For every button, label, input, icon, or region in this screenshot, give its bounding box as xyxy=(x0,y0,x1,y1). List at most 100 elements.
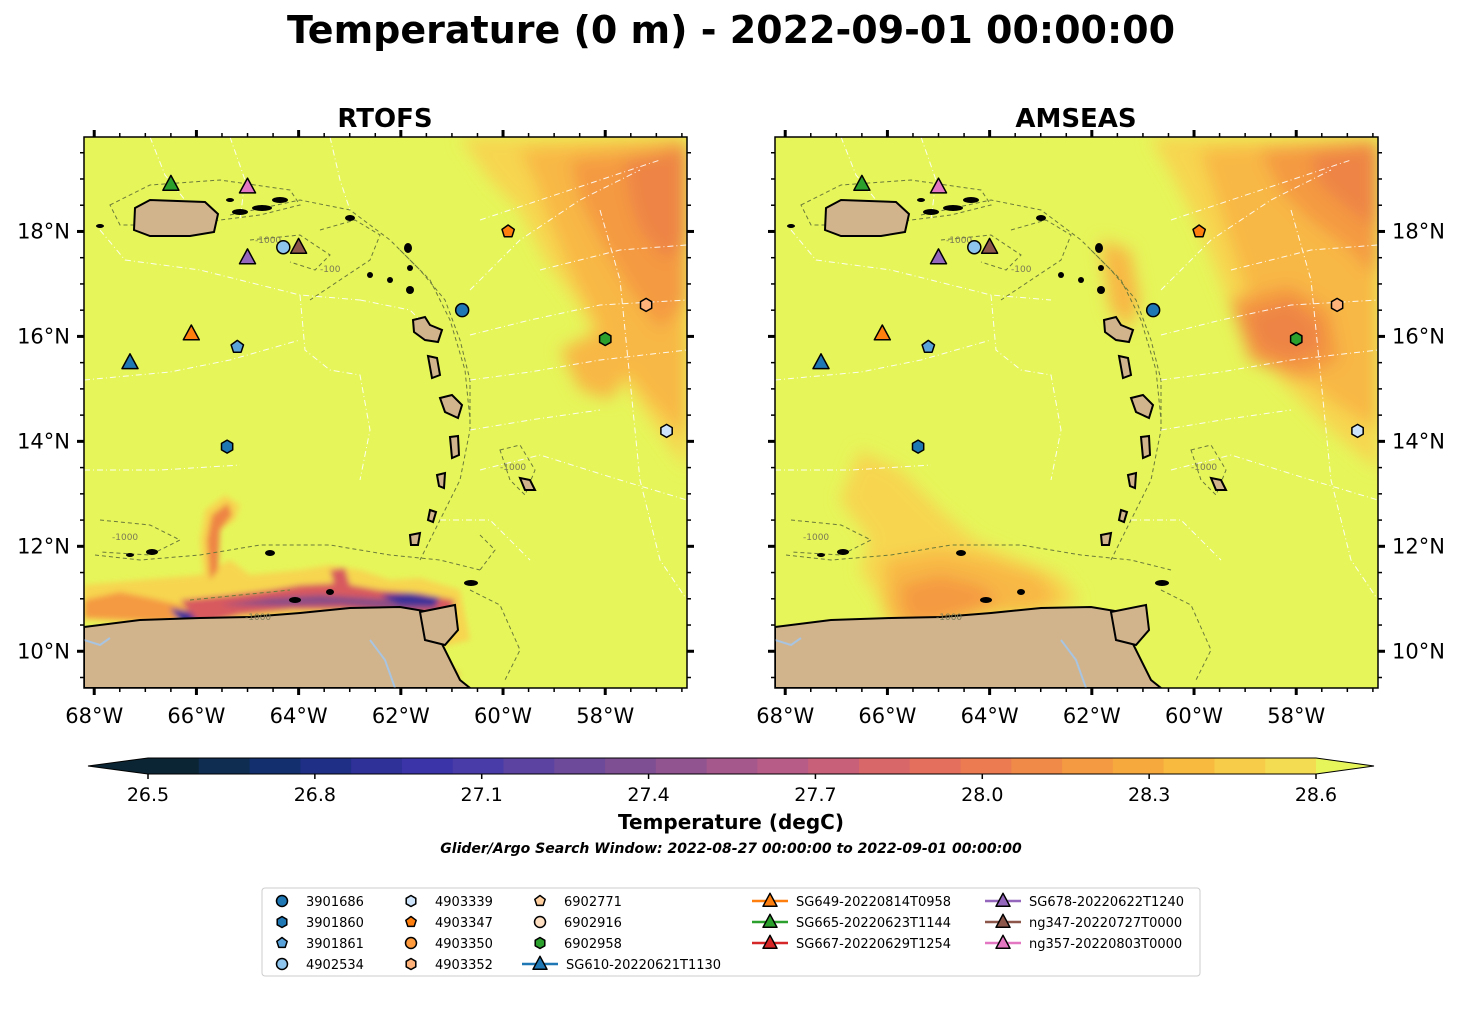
y-tick-label: 14°N xyxy=(1392,429,1445,453)
x-tick-label: 68°W xyxy=(756,704,814,728)
legend-item: 4903352 xyxy=(405,957,493,973)
colorbar-segment xyxy=(808,758,860,774)
legend-marker-4903339 xyxy=(405,894,417,908)
x-tick-label: 68°W xyxy=(65,704,123,728)
y-tick-label: 14°N xyxy=(17,429,70,453)
contour-label: -1000 xyxy=(803,533,829,543)
search-window-note: Glider/Argo Search Window: 2022-08-27 00… xyxy=(440,841,1022,857)
lakes-rivers xyxy=(775,637,1087,688)
colorbar-tick-label: 27.1 xyxy=(461,784,503,806)
contour-label: -1000 xyxy=(500,463,526,473)
contour-label: -100 xyxy=(1011,265,1032,275)
colorbar-segment xyxy=(858,758,911,774)
legend-label: 6902916 xyxy=(564,916,622,931)
observation-marker-ng357-20220803T0000 xyxy=(929,177,948,194)
x-tick-label: 64°W xyxy=(270,704,328,728)
legend-label: 4903350 xyxy=(435,937,493,952)
observation-marker-SG610-20220621T1130 xyxy=(812,353,830,370)
legend-item: 4902534 xyxy=(275,957,364,973)
observation-marker-6902958 xyxy=(1289,331,1303,347)
colorbar-segment xyxy=(605,758,657,774)
legend-item: 3901861 xyxy=(276,936,364,952)
colorbar-segment xyxy=(148,758,200,774)
eez-boundaries xyxy=(775,137,1378,601)
map-panel-rtofs: -1000 -100 -1000 -1000 -1000 68°W 66°W 64°… xyxy=(17,130,694,728)
colorbar-tick-label: 27.4 xyxy=(627,784,669,806)
legend-label: SG649-20220814T0958 xyxy=(796,895,951,910)
observation-markers-rtofs xyxy=(121,174,673,454)
observation-marker-4903352 xyxy=(1330,297,1344,313)
contour-label: -1000 xyxy=(946,236,972,246)
observation-marker-SG649-20220814T0958 xyxy=(182,324,201,341)
colorbar-segment xyxy=(1265,758,1317,774)
observation-marker-4902534 xyxy=(276,239,291,255)
legend-marker-6902916 xyxy=(533,915,547,929)
observation-markers-amseas xyxy=(812,174,1364,454)
legend-marker-6902958 xyxy=(534,936,546,950)
legend-item: 4903347 xyxy=(405,915,493,931)
legend-item: 4903350 xyxy=(404,936,493,952)
colorbar-segment xyxy=(452,758,505,774)
legend-label: 3901861 xyxy=(306,937,364,952)
colorbar-tick-label: 26.8 xyxy=(294,784,336,806)
legend-label: SG665-20220623T1144 xyxy=(796,916,951,931)
small-islands xyxy=(96,197,478,603)
observation-marker-SG610-20220621T1130 xyxy=(121,353,139,370)
colorbar-segment xyxy=(1214,758,1266,774)
observation-marker-4902534 xyxy=(967,239,982,255)
legend-item: SG610-20220621T1130 xyxy=(522,955,721,973)
legend-marker-4903347 xyxy=(405,915,417,928)
contour-label: -1000 xyxy=(255,236,281,246)
contour-label: -100 xyxy=(320,265,341,275)
colorbar-tick-label: 27.7 xyxy=(794,784,836,806)
legend-item: 3901686 xyxy=(275,894,364,910)
colorbar-over-arrow xyxy=(1316,758,1374,774)
legend-label: ng347-20220727T0000 xyxy=(1029,916,1182,931)
legend-label: SG678-20220622T1240 xyxy=(1029,895,1184,910)
colorbar-segment xyxy=(1062,758,1114,774)
x-tick-label: 58°W xyxy=(576,704,634,728)
panel-title-amseas: AMSEAS xyxy=(1015,104,1136,134)
y-tick-label: 16°N xyxy=(1392,324,1445,348)
legend-item: SG649-20220814T0958 xyxy=(752,892,951,910)
landmasses xyxy=(775,198,1228,688)
landmasses xyxy=(84,198,537,688)
y-tick-label: 10°N xyxy=(17,639,70,663)
map-panel-amseas: -1000 -100 -1000 -1000 -1000 68°W 66°W 64°… xyxy=(756,130,1445,728)
legend-label: ng357-20220803T0000 xyxy=(1029,937,1182,952)
legend-label: 6902958 xyxy=(564,937,622,952)
colorbar-segment xyxy=(351,758,403,774)
x-tick-label: 66°W xyxy=(858,704,916,728)
contour-label: -1000 xyxy=(1191,463,1217,473)
colorbar-segment xyxy=(1112,758,1165,774)
legend-label: 4903352 xyxy=(435,958,493,973)
observation-marker-SG665-20220623T1144 xyxy=(162,174,180,191)
legend-marker-SG667-20220629T1254 xyxy=(762,934,778,950)
x-tick-label: 66°W xyxy=(167,704,225,728)
y-tick-label: 12°N xyxy=(17,534,70,558)
axis-ticks-amseas: 68°W 66°W 64°W 62°W 60°W 58°W 10°N 12°N 14°N 16°N… xyxy=(756,130,1445,728)
colorbar: 26.5 26.8 27.1 27.4 27.7 28.0 28.3 28.6 xyxy=(87,757,1375,806)
legend-box xyxy=(261,887,1201,977)
observation-marker-3901861 xyxy=(921,339,936,353)
observation-marker-4903339 xyxy=(1351,423,1364,439)
legend-marker-ng347-20220727T0000 xyxy=(995,913,1011,929)
legend-item: 6902771 xyxy=(534,894,622,910)
legend-label: 4903347 xyxy=(435,916,493,931)
legend-item: ng347-20220727T0000 xyxy=(985,913,1182,931)
x-tick-label: 64°W xyxy=(961,704,1019,728)
colorbar-segment xyxy=(249,758,301,774)
colorbar-segment xyxy=(909,758,962,774)
observation-marker-4903347 xyxy=(1192,224,1207,238)
legend: 3901686 3901860 3901861 4902534 4903339 49033… xyxy=(275,892,1184,973)
legend-label: SG610-20220621T1130 xyxy=(566,958,721,973)
colorbar-under-arrow xyxy=(88,758,148,774)
observation-marker-SG649-20220814T0958 xyxy=(873,324,892,341)
y-tick-label: 12°N xyxy=(1392,534,1445,558)
legend-marker-6902771 xyxy=(534,894,546,907)
x-tick-label: 60°W xyxy=(474,704,532,728)
legend-marker-SG665-20220623T1144 xyxy=(762,913,778,929)
y-tick-label: 18°N xyxy=(17,219,70,243)
y-tick-label: 10°N xyxy=(1392,639,1445,663)
